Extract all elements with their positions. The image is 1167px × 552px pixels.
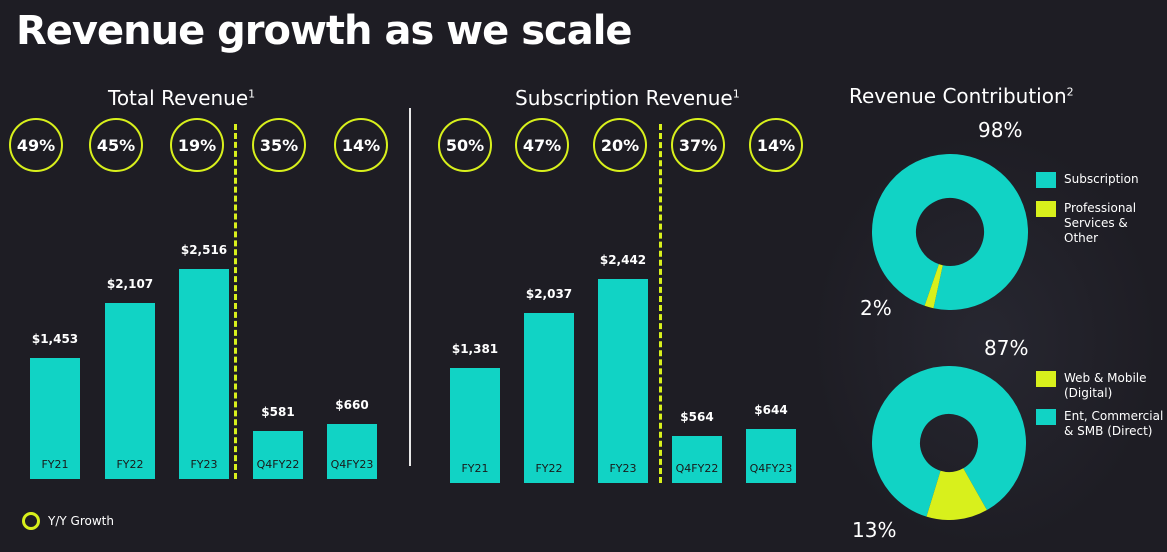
- yy-growth-circle: 49%: [9, 118, 63, 172]
- subscription-revenue-title: Subscription Revenue1: [515, 86, 740, 110]
- period-separator: [234, 124, 237, 479]
- donut-slice-1: [872, 154, 1028, 310]
- bar-fy22: FY22: [105, 303, 155, 479]
- yy-growth-circle: 50%: [438, 118, 492, 172]
- legend-label: Professional Services & Other: [1064, 201, 1137, 245]
- circle-icon: [22, 512, 40, 530]
- bar-q4fy23: Q4FY23: [746, 429, 796, 483]
- bar-category-label: FY23: [609, 462, 637, 475]
- bar-value-label: $644: [754, 403, 788, 417]
- bar-q4fy23: Q4FY23: [327, 424, 377, 479]
- yy-growth-circle: 37%: [671, 118, 725, 172]
- bar-value-label: $1,453: [31, 332, 79, 346]
- revenue-contribution-title: Revenue Contribution2: [849, 84, 1074, 108]
- revenue-type-donut: [872, 154, 1028, 310]
- bar-value-label: $2,107: [106, 277, 154, 291]
- legend-subscription: Subscription: [1036, 172, 1139, 188]
- channel-donut: [872, 366, 1026, 520]
- bar-category-label: FY22: [116, 458, 144, 471]
- yy-growth-circle: 47%: [515, 118, 569, 172]
- legend-label: Web & Mobile (Digital): [1064, 371, 1147, 400]
- bar-q4fy22: Q4FY22: [672, 436, 722, 483]
- donut1-slice1-label: 2%: [860, 296, 892, 320]
- yy-growth-circle: 14%: [749, 118, 803, 172]
- yy-growth-circle: 45%: [89, 118, 143, 172]
- bar-category-label: FY21: [41, 458, 69, 471]
- legend-label: Subscription: [1064, 172, 1139, 186]
- legend-swatch: [1036, 409, 1056, 425]
- bar-value-label: $1,381: [451, 342, 499, 356]
- bar-category-label: FY22: [535, 462, 563, 475]
- yy-growth-circle: 19%: [170, 118, 224, 172]
- yy-growth-circle: 14%: [334, 118, 388, 172]
- yy-growth-legend: Y/Y Growth: [22, 512, 114, 530]
- page-title: Revenue growth as we scale: [16, 8, 633, 54]
- legend-web-mobile: Web & Mobile (Digital): [1036, 371, 1156, 401]
- donut-slice-0: [872, 366, 1026, 520]
- bar-fy23: FY23: [598, 279, 648, 483]
- bar-value-label: $660: [335, 398, 369, 412]
- bar-category-label: Q4FY22: [256, 458, 300, 471]
- bar-category-label: Q4FY23: [330, 458, 374, 471]
- bar-category-label: Q4FY22: [675, 462, 719, 475]
- bar-value-label: $564: [680, 410, 714, 424]
- chart-divider: [409, 108, 411, 466]
- yy-growth-circle: 35%: [252, 118, 306, 172]
- bar-value-label: $581: [261, 405, 295, 419]
- bar-fy22: FY22: [524, 313, 574, 483]
- yy-growth-legend-label: Y/Y Growth: [48, 514, 114, 528]
- legend-professional-services: Professional Services & Other: [1036, 201, 1151, 246]
- bar-q4fy22: Q4FY22: [253, 431, 303, 479]
- legend-swatch: [1036, 371, 1056, 387]
- bar-value-label: $2,442: [599, 253, 647, 267]
- legend-swatch: [1036, 201, 1056, 217]
- bar-fy21: FY21: [450, 368, 500, 483]
- donut-slice-0: [872, 154, 1028, 310]
- period-separator: [659, 124, 662, 483]
- donut1-slice0-label: 98%: [978, 118, 1023, 142]
- legend-swatch: [1036, 172, 1056, 188]
- total-revenue-title: Total Revenue1: [108, 86, 256, 110]
- bar-category-label: FY23: [190, 458, 218, 471]
- donut2-slice1-label: 13%: [852, 518, 897, 542]
- bar-category-label: Q4FY23: [749, 462, 793, 475]
- bar-category-label: FY21: [461, 462, 489, 475]
- yy-growth-circle: 20%: [593, 118, 647, 172]
- bar-fy23: FY23: [179, 269, 229, 479]
- legend-label: Ent, Commercial & SMB (Direct): [1064, 409, 1164, 438]
- bar-value-label: $2,516: [180, 243, 228, 257]
- donut2-slice0-label: 87%: [984, 336, 1029, 360]
- bar-fy21: FY21: [30, 358, 80, 479]
- legend-direct: Ent, Commercial & SMB (Direct): [1036, 409, 1164, 439]
- bar-value-label: $2,037: [525, 287, 573, 301]
